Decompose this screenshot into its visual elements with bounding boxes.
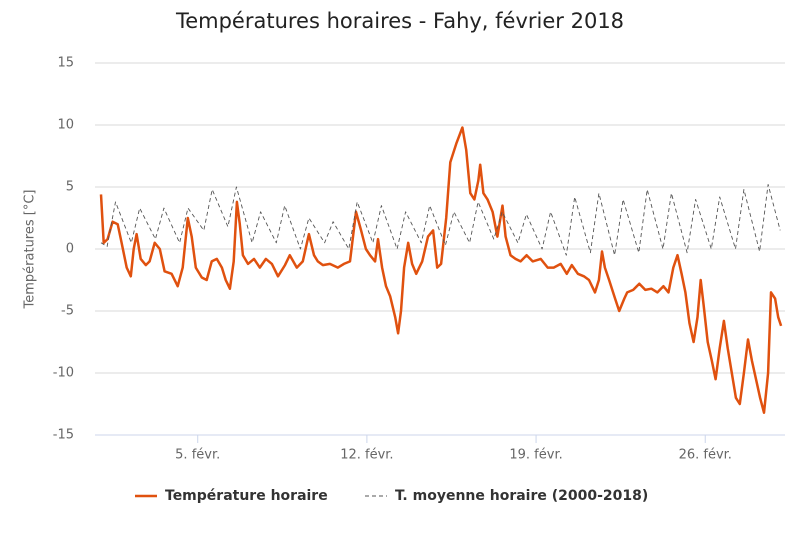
y-tick-label: -10 (53, 366, 74, 381)
y-tick-label: -5 (61, 304, 74, 319)
y-tick-label: 10 (57, 118, 74, 133)
x-tick-label: 5. févr. (175, 448, 220, 463)
x-tick-label: 12. févr. (340, 448, 393, 463)
series-line (100, 184, 781, 256)
x-tick-label: 26. févr. (679, 448, 732, 463)
chart-title: Températures horaires - Fahy, février 20… (175, 9, 624, 33)
y-tick-label: 0 (66, 242, 74, 257)
series-line (99, 126, 783, 414)
x-tick-label: 19. févr. (509, 448, 562, 463)
legend-label: Température horaire (165, 488, 328, 504)
y-axis-title: Températures [°C] (23, 190, 38, 310)
y-tick-label: 15 (57, 56, 74, 71)
y-tick-label: 5 (66, 180, 74, 195)
y-tick-label: -15 (53, 428, 74, 443)
legend-label: T. moyenne horaire (2000-2018) (395, 488, 648, 504)
